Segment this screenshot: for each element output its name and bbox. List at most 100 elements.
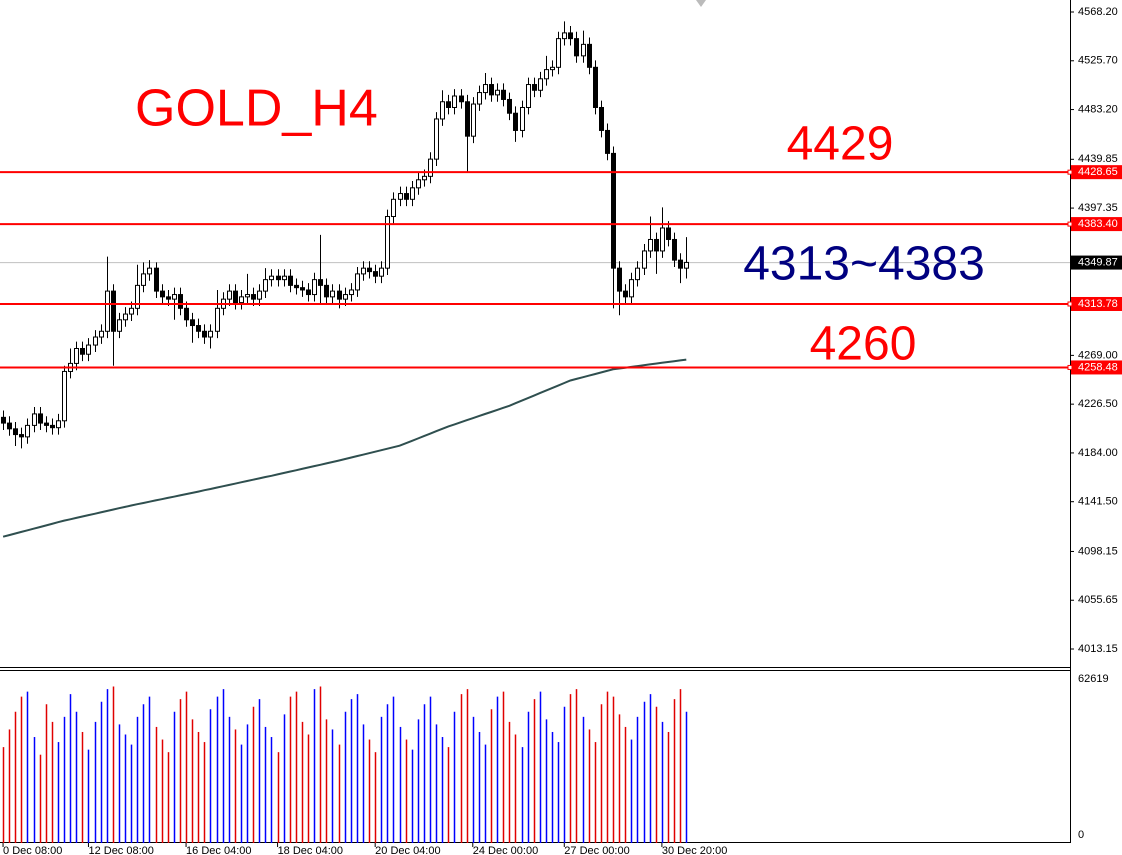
- candle-body: [416, 179, 421, 189]
- candle-body: [1, 416, 6, 424]
- y-tick-label: 4141.50: [1078, 496, 1118, 508]
- candle-body: [141, 273, 146, 286]
- y-tick-label: 4483.20: [1078, 103, 1118, 115]
- candle-body: [422, 175, 427, 181]
- candle-body: [538, 78, 543, 91]
- level-tag: [1071, 296, 1122, 311]
- candle-body: [489, 84, 494, 96]
- candle-body: [404, 193, 409, 200]
- level-tag: [1071, 217, 1122, 232]
- level-tag: [1071, 360, 1122, 375]
- level-label: 4258.48: [1078, 361, 1118, 373]
- level-handle: [1067, 221, 1073, 227]
- candle-body: [544, 69, 549, 80]
- candle-body: [666, 227, 671, 240]
- candle-body: [105, 290, 110, 332]
- candle-body: [50, 424, 55, 429]
- candle-body: [178, 294, 183, 309]
- candle-body: [532, 84, 537, 91]
- candle-body: [257, 290, 262, 300]
- level-label: 4383.40: [1078, 218, 1118, 230]
- candle-body: [654, 238, 659, 252]
- y-tick-label: 4055.65: [1078, 594, 1118, 606]
- candle-body: [135, 284, 140, 309]
- candle-body: [513, 112, 518, 131]
- candle-body: [19, 434, 24, 438]
- candle-body: [233, 290, 238, 304]
- candle-body: [361, 267, 366, 275]
- candle-body: [306, 289, 311, 296]
- candle-body: [25, 424, 30, 438]
- candle-body: [123, 313, 128, 321]
- level-label: 4313.78: [1078, 298, 1118, 310]
- y-tick-label: 4226.50: [1078, 398, 1118, 410]
- candle-body: [678, 259, 683, 269]
- candle-body: [440, 101, 445, 120]
- candle-body: [166, 296, 171, 300]
- candle-body: [74, 347, 79, 364]
- x-tick-label: 0 Dec 08:00: [3, 845, 62, 855]
- candle-body: [635, 267, 640, 281]
- candle-body: [172, 294, 177, 300]
- current-price-label: 4349.87: [1078, 256, 1118, 268]
- candle-body: [562, 32, 567, 40]
- candle-body: [398, 193, 403, 200]
- candle-body: [13, 428, 18, 436]
- x-tick-label: 30 Dec 20:00: [662, 845, 727, 855]
- candle-body: [44, 422, 49, 426]
- candle-body: [526, 84, 531, 108]
- candle-body: [355, 273, 360, 291]
- candle-body: [202, 330, 207, 338]
- shift-marker: [696, 0, 706, 7]
- candle-body: [215, 307, 220, 332]
- y-tick-label: 4184.00: [1078, 447, 1118, 459]
- x-tick-label: 20 Dec 04:00: [375, 845, 440, 855]
- candle-body: [80, 347, 85, 355]
- candle-body: [276, 275, 281, 281]
- x-tick-label: 27 Dec 00:00: [564, 845, 629, 855]
- candle-body: [343, 294, 348, 300]
- candle-body: [93, 336, 98, 346]
- candle-body: [318, 279, 323, 286]
- candle-body: [337, 290, 342, 300]
- candle-body: [556, 38, 561, 68]
- candle-body: [599, 106, 604, 131]
- volume-tick-label: 62619: [1078, 673, 1109, 685]
- annotation: GOLD_H4: [135, 80, 378, 138]
- y-tick-label: 4098.15: [1078, 545, 1118, 557]
- candle-body: [117, 319, 122, 332]
- candle-body: [434, 118, 439, 160]
- candle-body: [32, 413, 37, 426]
- candle-body: [629, 279, 634, 298]
- x-tick-label: 16 Dec 04:00: [186, 845, 251, 855]
- candle-body: [263, 279, 268, 292]
- level-tag: [1071, 165, 1122, 180]
- candle-body: [349, 289, 354, 296]
- candle-body: [428, 158, 433, 177]
- candle-body: [385, 216, 390, 269]
- moving-average: [2, 358, 687, 538]
- candle-body: [593, 66, 598, 108]
- candle-body: [660, 227, 665, 252]
- candle-body: [288, 275, 293, 286]
- candle-body: [391, 198, 396, 218]
- candle-body: [86, 344, 91, 355]
- candle-body: [190, 319, 195, 327]
- candle-body: [642, 250, 647, 269]
- annotation: 4429: [787, 118, 894, 171]
- level-handle: [1067, 364, 1073, 370]
- candle-body: [410, 187, 415, 200]
- candle-body: [208, 330, 213, 338]
- candle-body: [605, 129, 610, 154]
- candle-body: [99, 330, 104, 338]
- candle-body: [160, 290, 165, 298]
- candle-body: [251, 294, 256, 300]
- candle-body: [507, 98, 512, 114]
- candle-body: [501, 89, 506, 100]
- candle-body: [446, 101, 451, 108]
- candle-body: [62, 370, 67, 422]
- y-tick-label: 4439.85: [1078, 153, 1118, 165]
- candle-body: [7, 422, 12, 430]
